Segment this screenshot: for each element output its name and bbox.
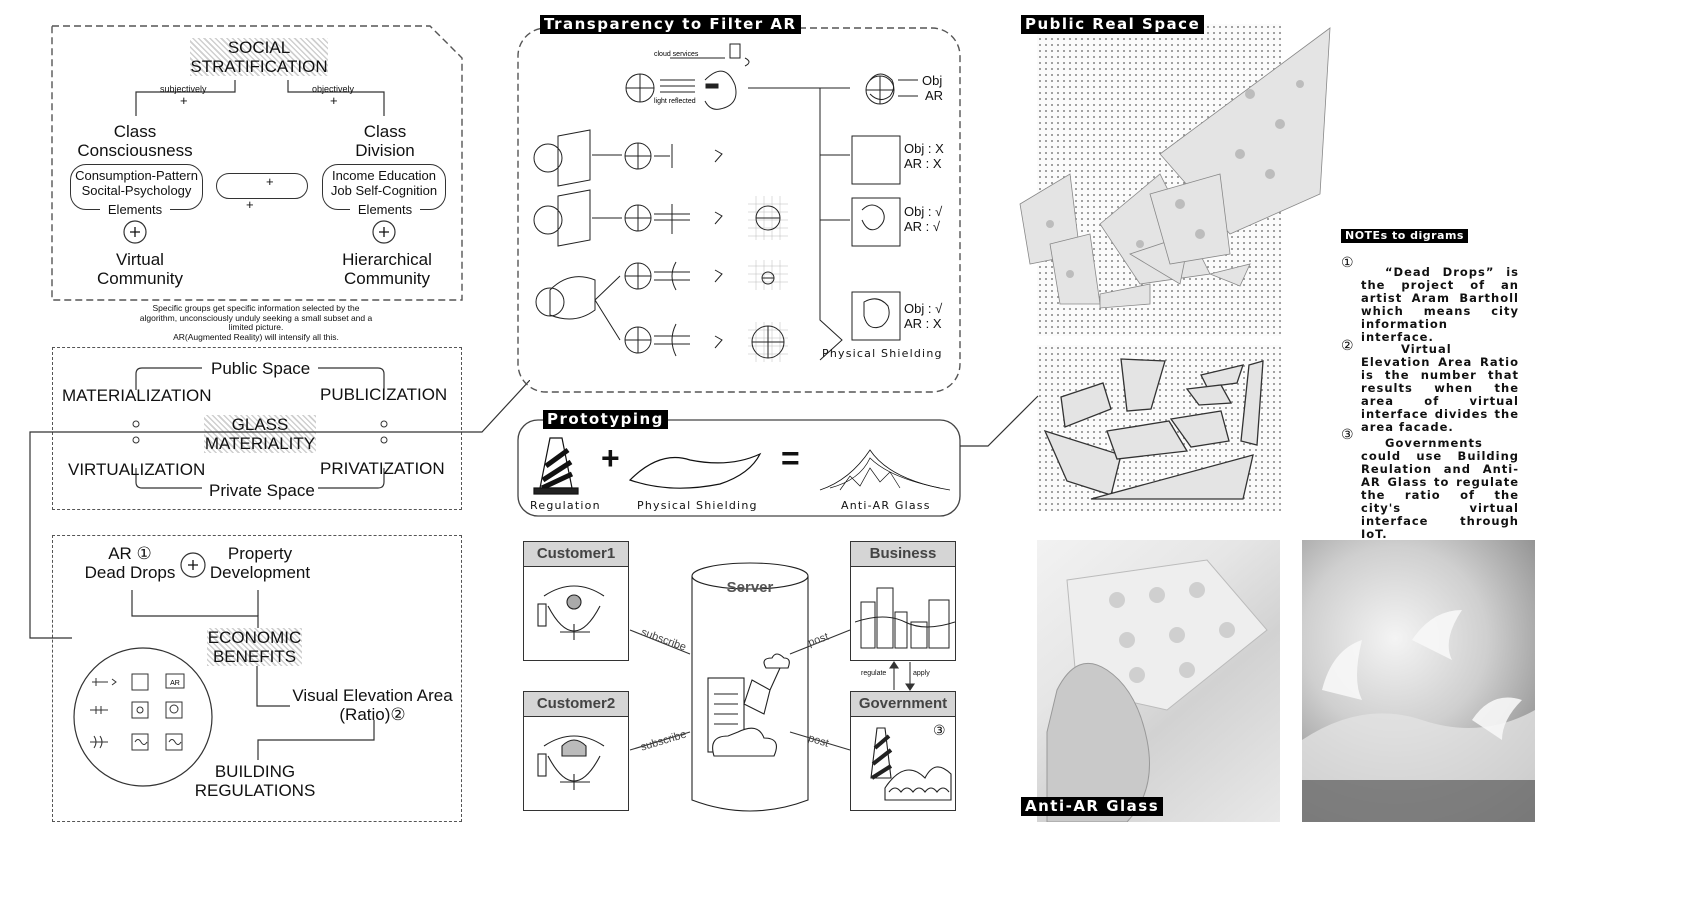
ar-filter-icon-circle: AR [73,647,213,787]
connector-line [960,395,1039,447]
glass-materiality-panel [52,347,462,510]
plus-circles [123,220,396,244]
consumption-pattern-text: Consumption-Pattern Socital-Psychology [75,168,198,198]
class-division-label: Class Division [355,122,415,160]
social-stratification-title: SOCIAL STRATIFICATION [190,38,328,76]
income-education-text: Income Education Job Self-Cognition [330,168,438,198]
plus-circle-icon [180,552,206,578]
plus-sign: + [246,197,254,212]
public-real-space-title: Public Real Space [1021,15,1205,34]
property-development-label: Property Development [209,544,311,582]
regulation-caption: Regulation [530,499,601,512]
subjectively-label: subjectively [160,84,207,94]
plus-sign: + [266,174,274,189]
elements-label: Elements [350,202,420,217]
private-space-label: Private Space [209,481,315,500]
note1-text: “Dead Drops” is the project of an artist… [1361,265,1519,344]
glass-materiality-title: GLASS MATERIALITY [204,415,316,453]
note2-mark: ② [1341,337,1354,353]
virtual-panels-illustration [1019,27,1331,309]
physical-shielding-caption: Physical Shielding [822,347,943,360]
building-regulations-label: BUILDING REGULATIONS [194,762,316,800]
regulate-label: regulate [861,670,887,677]
row1-status: Obj : X AR : X [904,141,944,171]
ar-dead-drops-label: AR ① Dead Drops [84,544,176,582]
economic-benefits-panel [52,535,462,822]
transparency-title: Transparency to Filter AR [540,15,801,34]
note2-text: Virtual Elevation Area Ratio is the numb… [1361,342,1519,434]
left-connector-line [29,380,530,639]
hierarchical-community-label: Hierarchical Community [342,250,432,288]
prototyping-frame [517,419,961,517]
privatization-label: PRIVATIZATION [320,459,445,478]
business-buildings-icon [855,587,955,649]
anti-ar-glass-title: Anti-AR Glass [1021,797,1164,816]
objectively-label: objectively [312,84,355,94]
plus-sign: + [330,93,338,108]
anti-ar-glass-caption: Anti-AR Glass [841,499,931,512]
government-regulation-icon [870,727,952,801]
physical-shielding-caption: Physical Shielding [637,499,758,512]
anti-ar-glass-closeup-illustration [1302,610,1535,822]
apply-label: apply [913,670,930,677]
anti-ar-glass-hand-illustration [1046,559,1268,822]
row3-status: Obj : √ AR : X [904,301,943,331]
class-consciousness-label: Class Consciousness [77,122,193,160]
visual-elevation-label: Visual Elevation Area (Ratio)② [292,686,453,724]
customer1-box: Customer1 [523,541,629,661]
publicization-label: PUBLICIZATION [320,385,448,404]
prototyping-title: Prototyping [543,410,668,429]
note1-mark: ① [1341,254,1354,270]
glass-materiality-brackets [132,367,388,489]
materialization-label: MATERIALIZATION [62,386,212,405]
public-space-label: Public Space [211,359,311,378]
transparency-diagram: cloud services light reflected [533,43,918,362]
light-reflected-label: light reflected [654,98,696,105]
elements-label: Elements [100,202,170,217]
government-label: Government [851,692,955,717]
center-pill [216,173,308,199]
obj-label: Obj [922,73,943,88]
note3-text: Governments could use Building Reulation… [1361,436,1519,541]
business-box: Business [850,541,956,661]
server-cylinder: Server [691,562,809,812]
notes-title: NOTEs to digrams [1341,229,1468,243]
footnote-3-mark: ③ [933,722,946,738]
customer2-label: Customer2 [524,692,628,717]
cloud-services-label: cloud services [654,51,699,58]
social-stratification-frame [51,25,463,301]
virtualization-label: VIRTUALIZATION [68,460,206,479]
stratification-branch-lines [135,80,385,116]
virtual-community-label: Virtual Community [97,250,183,288]
customer-eye-icon [537,585,605,640]
plus-operator: + [601,440,620,476]
customer1-label: Customer1 [524,542,628,567]
plus-sign: + [180,93,188,108]
row2-status: Obj : √ AR : √ [904,204,943,234]
server-label: Server [727,579,774,596]
network-connectors [629,629,851,751]
equals-operator: = [781,440,800,476]
note3-mark: ③ [1341,426,1354,442]
prototyping-illustration [533,437,951,495]
economic-benefits-title: ECONOMIC BENEFITS [207,628,302,666]
ar-label: AR [925,88,944,103]
customer-eye-icon [537,735,605,790]
regulate-apply-arrows [888,661,916,691]
government-box: Government ③ [850,691,956,811]
ar-icon-label: AR [170,680,180,687]
economic-connector-lines [131,590,375,760]
customer2-box: Customer2 [523,691,629,811]
panel-outlines-illustration [1043,358,1264,500]
business-label: Business [851,542,955,567]
algorithm-note: Specific groups get specific information… [139,303,373,342]
